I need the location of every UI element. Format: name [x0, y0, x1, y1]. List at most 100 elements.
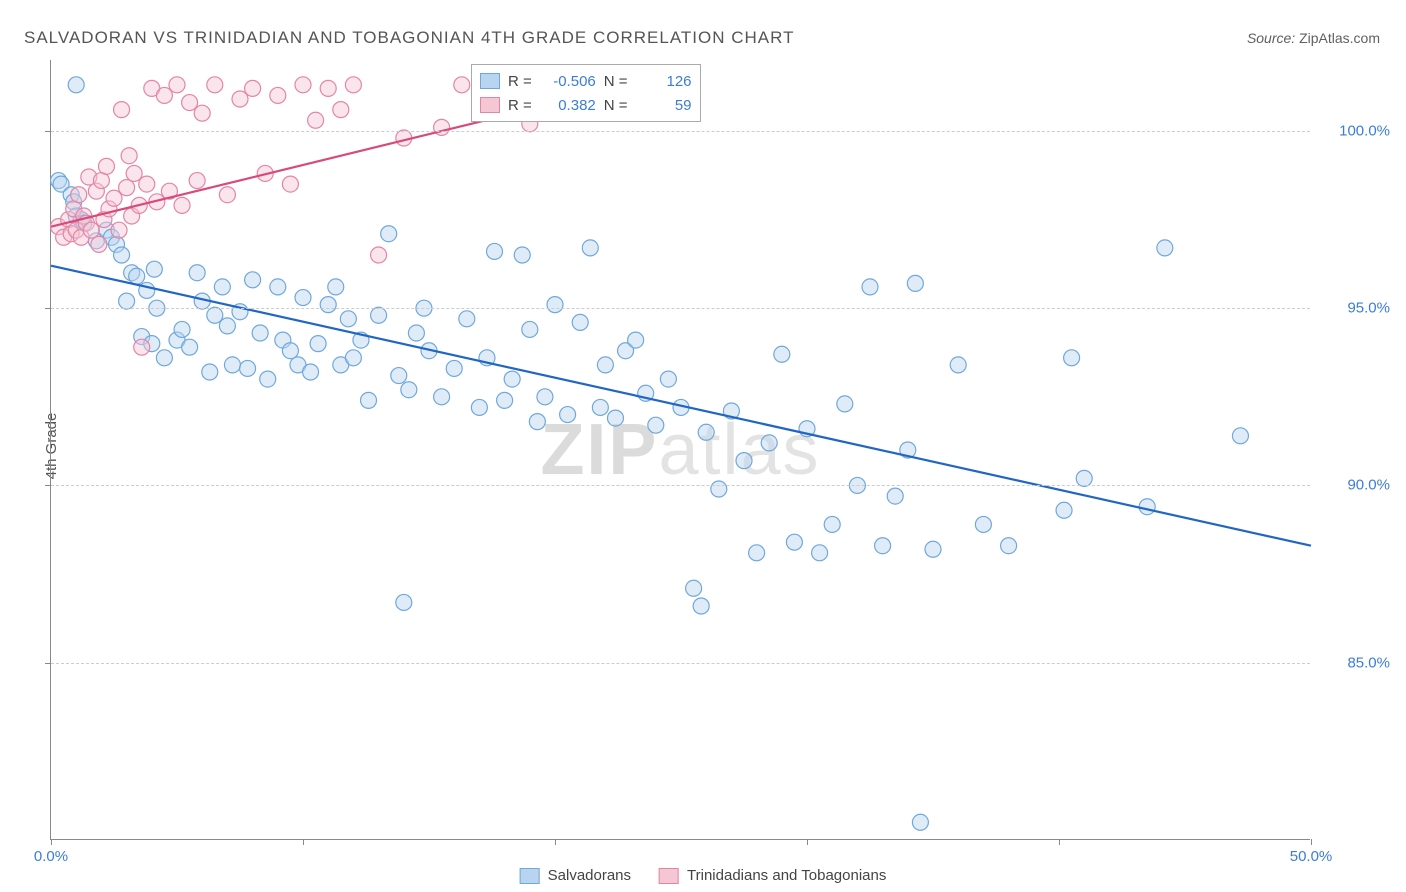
scatter-point	[146, 261, 162, 277]
gridline-h	[51, 663, 1310, 664]
stats-n-label-1: N =	[604, 73, 628, 90]
source-name: ZipAtlas.com	[1299, 30, 1380, 46]
scatter-point	[761, 435, 777, 451]
scatter-point	[698, 424, 714, 440]
x-tick	[1311, 839, 1312, 845]
scatter-point	[487, 243, 503, 259]
stats-box: R = -0.506 N = 126 R = 0.382 N = 59	[471, 64, 701, 122]
y-tick-label: 85.0%	[1320, 654, 1390, 671]
gridline-h	[51, 485, 1310, 486]
scatter-point	[660, 371, 676, 387]
scatter-point	[295, 290, 311, 306]
scatter-point	[471, 399, 487, 415]
plot-area: ZIPatlas R = -0.506 N = 126 R = 0.382 N …	[50, 60, 1310, 840]
scatter-point	[91, 236, 107, 252]
scatter-point	[245, 80, 261, 96]
scatter-point	[693, 598, 709, 614]
scatter-point	[1157, 240, 1173, 256]
scatter-point	[207, 307, 223, 323]
scatter-point	[182, 339, 198, 355]
gridline-h	[51, 131, 1310, 132]
scatter-point	[295, 77, 311, 93]
scatter-point	[174, 197, 190, 213]
scatter-point	[371, 247, 387, 263]
scatter-point	[114, 247, 130, 263]
scatter-point	[597, 357, 613, 373]
scatter-point	[907, 275, 923, 291]
scatter-point	[219, 318, 235, 334]
source-label: Source:	[1247, 30, 1295, 46]
scatter-point	[98, 158, 114, 174]
stats-n-label-2: N =	[604, 97, 628, 114]
scatter-point	[282, 176, 298, 192]
scatter-point	[169, 77, 185, 93]
scatter-point	[434, 389, 450, 405]
scatter-point	[1232, 428, 1248, 444]
scatter-point	[320, 80, 336, 96]
source-attribution: Source: ZipAtlas.com	[1247, 30, 1380, 46]
stats-r-label-1: R =	[508, 73, 532, 90]
scatter-point	[156, 87, 172, 103]
scatter-point	[282, 343, 298, 359]
scatter-point	[875, 538, 891, 554]
y-tick	[45, 308, 51, 309]
scatter-point	[174, 321, 190, 337]
scatter-point	[887, 488, 903, 504]
scatter-point	[454, 77, 470, 93]
scatter-point	[207, 77, 223, 93]
scatter-point	[824, 516, 840, 532]
scatter-point	[333, 102, 349, 118]
scatter-point	[232, 91, 248, 107]
scatter-point	[189, 265, 205, 281]
scatter-point	[786, 534, 802, 550]
chart-svg	[51, 60, 1310, 839]
legend-label-2: Trinidadians and Tobagonians	[687, 867, 886, 884]
gridline-h	[51, 308, 1310, 309]
scatter-point	[361, 392, 377, 408]
legend-item-1: Salvadorans	[520, 867, 631, 884]
stats-row-1: R = -0.506 N = 126	[480, 69, 692, 93]
scatter-point	[189, 173, 205, 189]
scatter-point	[270, 87, 286, 103]
scatter-point	[224, 357, 240, 373]
scatter-point	[1064, 350, 1080, 366]
x-tick	[303, 839, 304, 845]
scatter-point	[504, 371, 520, 387]
scatter-point	[119, 180, 135, 196]
scatter-point	[686, 580, 702, 596]
stats-r-label-2: R =	[508, 97, 532, 114]
x-tick	[51, 839, 52, 845]
scatter-point	[308, 112, 324, 128]
x-tick-label: 0.0%	[34, 848, 68, 865]
scatter-point	[396, 594, 412, 610]
scatter-point	[459, 311, 475, 327]
scatter-point	[582, 240, 598, 256]
stats-r-val-2: 0.382	[540, 97, 596, 114]
scatter-point	[1001, 538, 1017, 554]
scatter-point	[514, 247, 530, 263]
scatter-point	[134, 339, 150, 355]
scatter-point	[648, 417, 664, 433]
scatter-point	[529, 414, 545, 430]
scatter-point	[240, 360, 256, 376]
scatter-point	[139, 176, 155, 192]
scatter-point	[497, 392, 513, 408]
scatter-point	[182, 95, 198, 111]
scatter-point	[572, 314, 588, 330]
scatter-point	[345, 350, 361, 366]
scatter-point	[862, 279, 878, 295]
scatter-point	[202, 364, 218, 380]
legend-item-2: Trinidadians and Tobagonians	[659, 867, 886, 884]
stats-row-2: R = 0.382 N = 59	[480, 93, 692, 117]
scatter-point	[628, 332, 644, 348]
legend-label-1: Salvadorans	[548, 867, 631, 884]
scatter-point	[252, 325, 268, 341]
scatter-point	[749, 545, 765, 561]
scatter-point	[71, 187, 87, 203]
scatter-point	[320, 297, 336, 313]
scatter-point	[812, 545, 828, 561]
scatter-point	[381, 226, 397, 242]
scatter-point	[912, 814, 928, 830]
scatter-point	[93, 173, 109, 189]
stats-r-val-1: -0.506	[540, 73, 596, 90]
